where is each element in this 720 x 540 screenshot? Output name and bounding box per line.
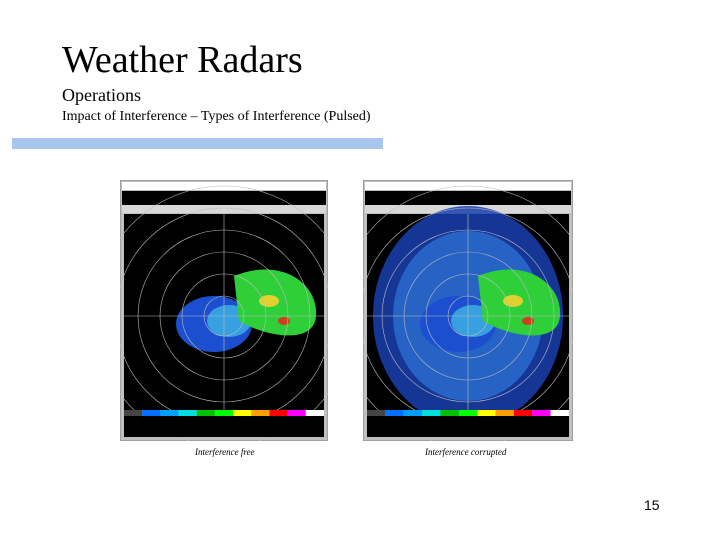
color-scale: [385, 410, 404, 416]
figure-caption: Interference free: [195, 447, 255, 457]
tab-bar: [122, 205, 326, 213]
slide-topic: Impact of Interference – Types of Interf…: [62, 109, 371, 124]
color-scale: [550, 410, 569, 416]
color-scale: [269, 410, 288, 416]
echo-core: [259, 295, 279, 307]
range-ring: [120, 185, 328, 441]
accent-bar: [12, 138, 383, 149]
radar-screenshot: [120, 180, 328, 441]
color-scale: [513, 410, 533, 416]
echo-core: [503, 295, 523, 307]
status-panel: [367, 416, 569, 437]
color-scale: [422, 410, 441, 416]
color-scale: [477, 410, 496, 416]
color-scale: [178, 410, 197, 416]
echo-core: [522, 317, 534, 325]
color-scale: [233, 410, 252, 416]
toolbar: [122, 191, 326, 205]
color-scale: [124, 410, 143, 416]
color-scale: [440, 410, 459, 416]
slide-subtitle: Operations: [62, 85, 141, 105]
page-number: 15: [644, 497, 660, 513]
color-scale: [403, 410, 423, 416]
range-ring: [363, 185, 573, 441]
color-scale: [367, 410, 386, 416]
radar-screenshot: [363, 180, 573, 441]
color-scale: [160, 410, 179, 416]
color-scale: [196, 410, 215, 416]
status-panel: [124, 416, 324, 437]
color-scale: [532, 410, 551, 416]
color-scale: [305, 410, 324, 416]
slide-title: Weather Radars: [62, 39, 303, 81]
color-scale: [458, 410, 478, 416]
figure-caption: Interference corrupted: [425, 447, 507, 457]
color-scale: [251, 410, 270, 416]
toolbar: [365, 191, 571, 205]
color-scale: [142, 410, 161, 416]
echo-core: [278, 317, 290, 325]
color-scale: [287, 410, 306, 416]
color-scale: [495, 410, 514, 416]
color-scale: [214, 410, 234, 416]
